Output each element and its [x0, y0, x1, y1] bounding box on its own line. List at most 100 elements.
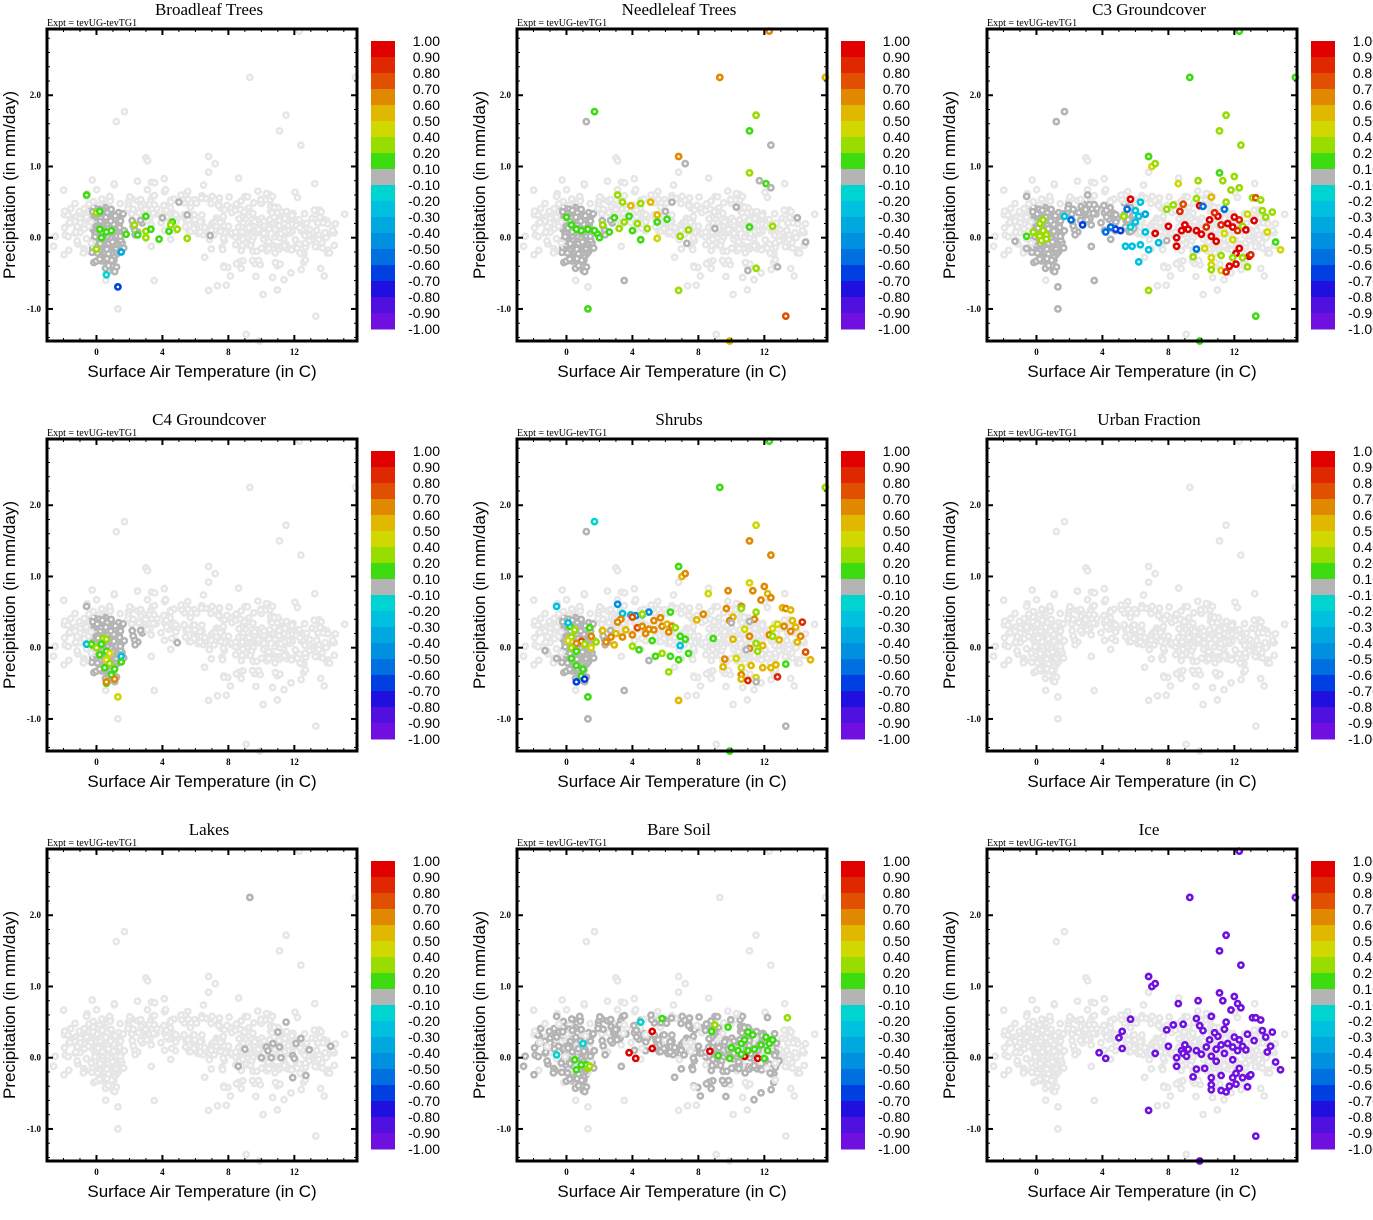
background-point — [694, 693, 699, 698]
colorbar-swatch — [371, 627, 395, 644]
colorbar-label: -0.40 — [408, 635, 440, 651]
background-point — [685, 693, 690, 698]
background-point — [62, 225, 67, 230]
data-point — [721, 664, 726, 669]
y-tick-label: 1.0 — [500, 161, 512, 171]
data-point — [638, 237, 643, 242]
background-point — [236, 216, 241, 221]
background-point — [648, 193, 653, 198]
background-point — [1015, 224, 1020, 229]
data-point — [1171, 202, 1176, 207]
background-point — [556, 634, 561, 639]
background-point — [163, 187, 168, 192]
background-point — [556, 224, 561, 229]
data-point — [788, 607, 793, 612]
colorbar-label: 0.60 — [1353, 97, 1373, 113]
background-point — [135, 589, 140, 594]
background-point — [152, 603, 157, 608]
colorbar-swatch — [841, 707, 865, 724]
colorbar-swatch — [1311, 153, 1335, 170]
x-tick-label: 12 — [290, 757, 300, 767]
background-point — [1001, 252, 1006, 257]
data-point — [115, 284, 120, 289]
background-point — [138, 628, 143, 633]
background-point — [563, 644, 568, 649]
data-point — [594, 639, 599, 644]
background-point — [710, 243, 715, 248]
colorbar-swatch — [371, 41, 395, 58]
background-point — [1002, 209, 1007, 214]
background-point — [266, 239, 271, 244]
background-point — [302, 643, 307, 648]
x-tick-label: 0 — [94, 347, 99, 357]
x-tick-label: 12 — [1230, 347, 1240, 357]
data-point — [1121, 214, 1126, 219]
colorbar-label: 0.50 — [883, 113, 910, 129]
background-point — [162, 586, 167, 591]
data-point — [622, 278, 627, 283]
background-point — [217, 195, 222, 200]
background-point — [1026, 224, 1031, 229]
background-point — [239, 676, 244, 681]
background-point — [615, 158, 620, 163]
background-point — [227, 604, 232, 609]
background-point — [703, 230, 708, 235]
background-point — [61, 662, 66, 667]
background-point — [186, 627, 191, 632]
data-point — [612, 215, 617, 220]
data-point — [744, 647, 749, 652]
data-point — [754, 113, 759, 118]
background-point — [1185, 194, 1190, 199]
data-point — [617, 226, 622, 231]
background-point — [1258, 266, 1263, 271]
background-point — [773, 651, 778, 656]
background-point — [303, 257, 308, 262]
background-point — [661, 636, 666, 641]
background-point — [93, 234, 98, 239]
background-point — [751, 277, 756, 282]
x-tick-label: 8 — [226, 347, 231, 357]
x-tick-label: 12 — [290, 347, 300, 357]
background-point — [567, 667, 572, 672]
data-point — [1202, 246, 1207, 251]
background-point — [712, 209, 717, 214]
data-point — [99, 642, 104, 647]
data-point — [712, 226, 717, 231]
background-point — [1157, 195, 1162, 200]
background-point — [1058, 628, 1063, 633]
background-point — [312, 591, 317, 596]
background-point — [720, 621, 725, 626]
data-point — [663, 209, 668, 214]
colorbar-swatch — [841, 675, 865, 692]
data-point — [1230, 255, 1235, 260]
colorbar-label: -0.50 — [1348, 241, 1373, 257]
background-point — [800, 228, 805, 233]
data-point — [132, 222, 137, 227]
data-point — [717, 485, 722, 490]
colorbar-label: -0.20 — [408, 603, 440, 619]
background-point — [773, 257, 778, 262]
colorbar-label: -0.30 — [408, 209, 440, 225]
data-point — [1024, 246, 1029, 251]
data-point — [622, 219, 627, 224]
data-point — [676, 154, 681, 159]
background-point — [242, 619, 247, 624]
background-point — [1215, 287, 1220, 292]
data-point — [627, 214, 632, 219]
data-point — [754, 610, 759, 615]
data-point — [655, 219, 660, 224]
colorbar-label: -0.40 — [878, 225, 910, 241]
background-point — [253, 274, 258, 279]
background-point — [213, 571, 218, 576]
background-point — [1084, 217, 1089, 222]
colorbar-label: -0.70 — [1348, 273, 1373, 289]
background-point — [97, 257, 102, 262]
background-point — [254, 249, 259, 254]
background-point — [192, 622, 197, 627]
data-point — [686, 227, 691, 232]
background-point — [567, 257, 572, 262]
background-point — [759, 213, 764, 218]
background-point — [591, 211, 596, 216]
background-point — [1040, 208, 1045, 213]
